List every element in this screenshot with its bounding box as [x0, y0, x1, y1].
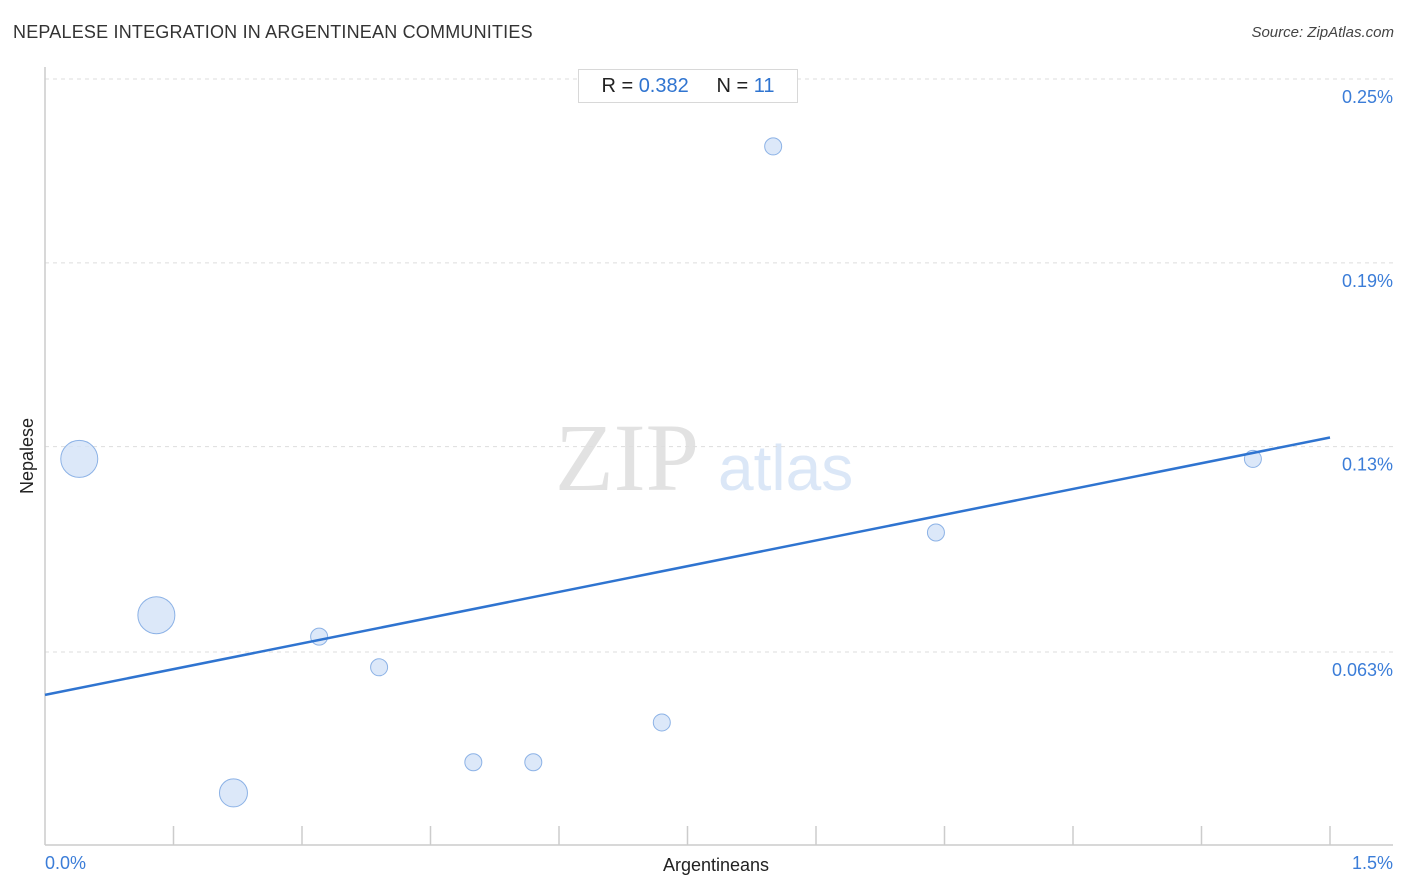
data-point-4	[370, 658, 389, 677]
stats-box: R = 0.382 N = 11	[578, 69, 798, 103]
r-label: R =	[601, 75, 634, 97]
tick-labels: 0.063% 0.13% 0.19% 0.25% 0.0% 1.5%	[45, 87, 1393, 873]
source-label: Source: ZipAtlas.com	[1251, 24, 1394, 41]
y-tick-label-3: 0.25%	[1342, 87, 1393, 107]
x-axis-label: Argentineans	[663, 855, 769, 875]
data-point-0	[60, 439, 99, 478]
trend-line-group	[44, 436, 1331, 697]
chart-title: NEPALESE INTEGRATION IN ARGENTINEAN COMM…	[13, 22, 533, 42]
y-axis-label: Nepalese	[17, 418, 37, 494]
data-point-2	[218, 778, 248, 808]
x-tick-label-0: 0.0%	[45, 853, 86, 873]
grid-lines	[45, 78, 1393, 653]
x-tick-label-1: 1.5%	[1352, 853, 1393, 873]
n-label: N =	[716, 75, 749, 97]
data-point-3	[310, 627, 329, 646]
data-point-6	[524, 753, 543, 772]
data-points	[60, 137, 1262, 808]
n-value: 11	[753, 75, 775, 97]
axes	[44, 67, 1393, 846]
data-point-5	[464, 753, 483, 772]
y-tick-label-0: 0.063%	[1332, 660, 1393, 680]
y-tick-label-2: 0.19%	[1342, 271, 1393, 291]
y-tick-label-1: 0.13%	[1342, 455, 1393, 475]
r-value: 0.382	[638, 75, 689, 97]
data-point-7	[652, 713, 671, 732]
data-point-9	[926, 523, 945, 542]
trend-line	[44, 436, 1331, 697]
watermark-zip: ZIP	[555, 404, 699, 511]
watermark-atlas: atlas	[718, 432, 853, 504]
data-point-1	[137, 596, 176, 635]
data-point-8	[764, 137, 783, 156]
